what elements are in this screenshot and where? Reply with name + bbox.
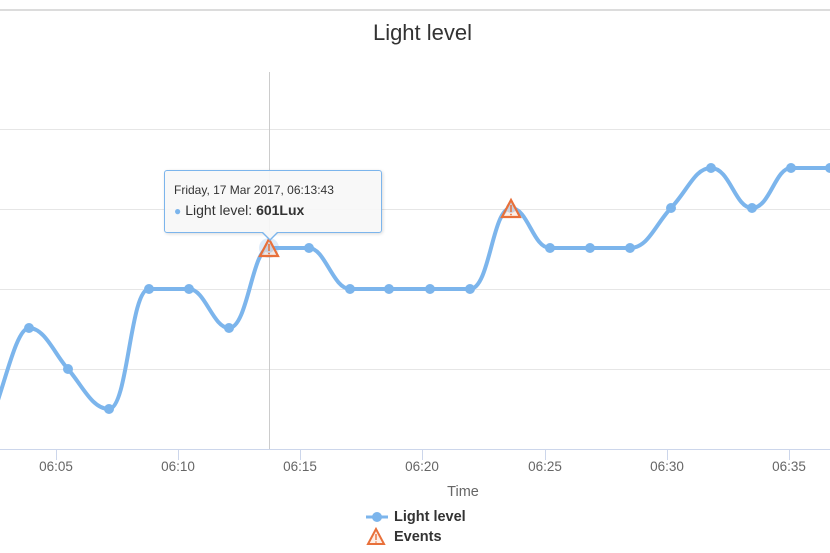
legend-label: Events	[394, 529, 442, 545]
tooltip-value: 601Lux	[256, 202, 305, 218]
data-point[interactable]	[144, 284, 154, 294]
light-level-markers	[24, 163, 830, 414]
legend-label: Light level	[394, 509, 466, 525]
event-marker[interactable]	[500, 197, 522, 219]
x-axis-title: Time	[447, 484, 479, 500]
top-border	[0, 9, 830, 11]
y-gridlines	[0, 129, 830, 370]
x-tick-label: 06:35	[772, 459, 806, 474]
data-point[interactable]	[465, 284, 475, 294]
data-point[interactable]	[747, 203, 757, 213]
data-point[interactable]	[425, 284, 435, 294]
data-point[interactable]	[706, 163, 716, 173]
line-marker-icon	[366, 507, 390, 527]
data-point[interactable]	[304, 243, 314, 253]
x-tick-label: 06:25	[528, 459, 562, 474]
data-point[interactable]	[625, 243, 635, 253]
x-tick-label: 06:30	[650, 459, 684, 474]
x-tick-label: 06:15	[283, 459, 317, 474]
legend-item-light-level[interactable]: Light level	[366, 507, 466, 527]
data-point[interactable]	[384, 284, 394, 294]
data-point[interactable]	[224, 323, 234, 333]
warning-triangle-icon	[366, 526, 390, 547]
event-marker[interactable]	[258, 236, 280, 258]
tooltip-series-line: ● Light level: 601Lux	[174, 202, 304, 218]
tooltip-date: Friday, 17 Mar 2017, 06:13:43	[174, 183, 334, 197]
series-bullet-icon: ●	[174, 204, 182, 218]
x-tick-label: 06:05	[39, 459, 73, 474]
data-point[interactable]	[825, 163, 830, 173]
data-point[interactable]	[104, 404, 114, 414]
data-point[interactable]	[585, 243, 595, 253]
tooltip-pointer	[261, 231, 279, 241]
data-point[interactable]	[666, 203, 676, 213]
data-point[interactable]	[63, 364, 73, 374]
x-tick-label: 06:20	[405, 459, 439, 474]
tooltip-series-label: Light level:	[185, 202, 257, 218]
x-axis	[0, 449, 830, 460]
chart-title: Light level	[372, 20, 473, 45]
tooltip: Friday, 17 Mar 2017, 06:13:43 ● Light lev…	[164, 170, 382, 241]
light-level-series-line[interactable]	[0, 166, 830, 411]
legend: Light level Events	[366, 507, 466, 547]
legend-item-events[interactable]: Events	[366, 526, 466, 547]
data-point[interactable]	[345, 284, 355, 294]
data-point[interactable]	[786, 163, 796, 173]
data-point[interactable]	[184, 284, 194, 294]
data-point[interactable]	[545, 243, 555, 253]
data-point[interactable]	[24, 323, 34, 333]
x-tick-label: 06:10	[161, 459, 195, 474]
